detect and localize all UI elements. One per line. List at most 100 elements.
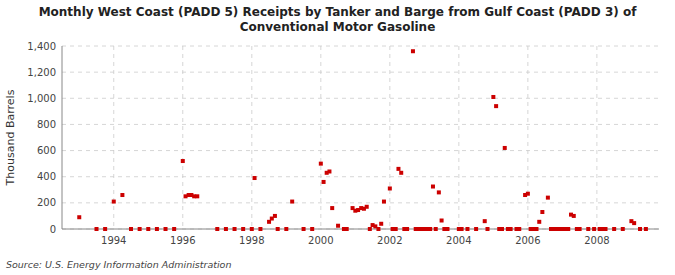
point (483, 219, 487, 223)
point (592, 227, 596, 231)
point (345, 227, 349, 231)
x-tick-label: 1998 (239, 235, 264, 246)
point (258, 227, 262, 231)
point (644, 227, 648, 231)
point (540, 210, 544, 214)
point (500, 227, 504, 231)
point (578, 227, 582, 231)
point (517, 227, 521, 231)
point (215, 227, 219, 231)
point (129, 227, 133, 231)
point (440, 219, 444, 223)
point (399, 171, 403, 175)
point (396, 167, 400, 171)
point (437, 190, 441, 194)
point (411, 49, 415, 53)
point (302, 227, 306, 231)
point (604, 227, 608, 231)
point (290, 200, 294, 204)
point (494, 104, 498, 108)
point (491, 95, 495, 99)
point (394, 227, 398, 231)
point (195, 194, 199, 198)
grid-line-y (62, 46, 659, 47)
point (572, 214, 576, 218)
y-tick-label: 400 (37, 171, 56, 182)
point (322, 180, 326, 184)
x-tick-label: 2000 (308, 235, 333, 246)
point (241, 227, 245, 231)
y-axis-label: Thousand Barrels (4, 89, 17, 186)
point (546, 196, 550, 200)
point (632, 221, 636, 225)
x-tick-label: 2006 (515, 235, 540, 246)
point (460, 227, 464, 231)
point (253, 176, 257, 180)
point (319, 162, 323, 166)
title-line: Monthly West Coast (PADD 5) Receipts by … (39, 5, 638, 19)
point (526, 192, 530, 196)
x-tick-label: 2008 (584, 235, 609, 246)
point (77, 215, 81, 219)
point (434, 227, 438, 231)
grid (62, 46, 659, 229)
grid-line-y (62, 98, 659, 99)
grid-line-x (251, 46, 252, 229)
point (485, 227, 489, 231)
point (428, 227, 432, 231)
point (365, 205, 369, 209)
x-tick-label: 1996 (170, 235, 195, 246)
point (172, 227, 176, 231)
point (503, 146, 507, 150)
x-tick-label: 1994 (101, 235, 126, 246)
point (95, 227, 99, 231)
point (388, 186, 392, 190)
grid-line-x (389, 46, 390, 229)
grid-line-x (596, 46, 597, 229)
y-tick-label: 800 (37, 119, 56, 130)
points (77, 49, 648, 231)
point (273, 214, 277, 218)
point (233, 227, 237, 231)
source-note: Source: U.S. Energy Information Administ… (6, 259, 231, 270)
y-tick-label: 200 (37, 197, 56, 208)
point (465, 227, 469, 231)
point (621, 227, 625, 231)
grid-line-x (527, 46, 528, 229)
point (612, 227, 616, 231)
x-tick-label: 2002 (377, 235, 402, 246)
point (431, 185, 435, 189)
y-tick-label: 0 (50, 224, 56, 235)
point (112, 200, 116, 204)
y-tick-label: 1,200 (27, 67, 56, 78)
grid-line-y (62, 176, 659, 177)
point (382, 200, 386, 204)
point (586, 227, 590, 231)
title: Monthly West Coast (PADD 5) Receipts by … (39, 5, 638, 34)
point (103, 227, 107, 231)
point (138, 227, 142, 231)
point (638, 227, 642, 231)
grid-line-x (182, 46, 183, 229)
point (181, 159, 185, 163)
title-line: Conventional Motor Gasoline (240, 20, 436, 34)
point (336, 224, 340, 228)
point (474, 227, 478, 231)
point (164, 227, 168, 231)
axes: 02004006008001,0001,2001,400199419961998… (27, 41, 659, 247)
point (224, 227, 228, 231)
grid-line-x (320, 46, 321, 229)
point (379, 222, 383, 226)
point (405, 227, 409, 231)
point (146, 227, 150, 231)
x-tick-label: 2004 (446, 235, 471, 246)
point (276, 227, 280, 231)
grid-line-y (62, 202, 659, 203)
point (534, 227, 538, 231)
grid-line-x (458, 46, 459, 229)
point (310, 227, 314, 231)
point (566, 227, 570, 231)
chart: Monthly West Coast (PADD 5) Receipts by … (0, 0, 675, 275)
grid-line-y (62, 124, 659, 125)
point (120, 193, 124, 197)
